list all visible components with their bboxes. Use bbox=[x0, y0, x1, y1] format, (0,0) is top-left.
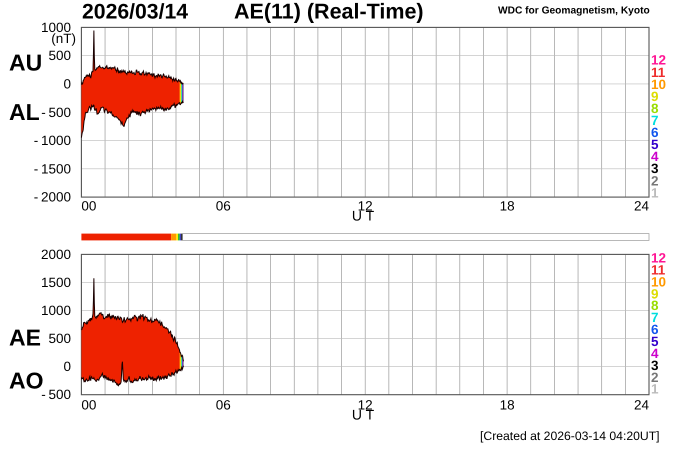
svg-text:- 2000: - 2000 bbox=[34, 190, 71, 205]
svg-text:- 1000: - 1000 bbox=[34, 133, 71, 148]
svg-text:18: 18 bbox=[500, 398, 515, 413]
svg-text:18: 18 bbox=[500, 199, 515, 214]
svg-text:(nT): (nT) bbox=[51, 31, 76, 46]
svg-text:24: 24 bbox=[634, 199, 650, 214]
svg-text:00: 00 bbox=[81, 398, 96, 413]
svg-text:500: 500 bbox=[48, 48, 71, 63]
svg-text:U T: U T bbox=[352, 407, 375, 423]
svg-text:- 500: - 500 bbox=[41, 105, 71, 120]
svg-text:1500: 1500 bbox=[41, 275, 71, 290]
svg-text:1: 1 bbox=[651, 382, 659, 397]
svg-text:06: 06 bbox=[216, 199, 231, 214]
svg-text:- 1500: - 1500 bbox=[34, 161, 71, 176]
svg-text:AE: AE bbox=[9, 325, 41, 351]
svg-text:- 500: - 500 bbox=[41, 387, 71, 402]
svg-text:AE(11) (Real-Time): AE(11) (Real-Time) bbox=[234, 0, 424, 24]
svg-text:U T: U T bbox=[352, 208, 375, 224]
svg-text:1000: 1000 bbox=[41, 303, 71, 318]
svg-text:AO: AO bbox=[9, 368, 44, 394]
svg-text:24: 24 bbox=[634, 398, 650, 413]
svg-text:1: 1 bbox=[651, 185, 659, 200]
svg-text:0: 0 bbox=[63, 77, 71, 92]
svg-text:WDC for Geomagnetism, Kyoto: WDC for Geomagnetism, Kyoto bbox=[498, 6, 650, 17]
svg-text:06: 06 bbox=[216, 398, 231, 413]
svg-text:[Created at 2026-03-14 04:20UT: [Created at 2026-03-14 04:20UT] bbox=[480, 429, 660, 443]
svg-text:2026/03/14: 2026/03/14 bbox=[82, 1, 188, 24]
svg-text:500: 500 bbox=[48, 331, 71, 346]
svg-text:0: 0 bbox=[63, 359, 71, 374]
svg-text:00: 00 bbox=[81, 199, 96, 214]
svg-text:AL: AL bbox=[9, 99, 40, 125]
svg-text:2000: 2000 bbox=[41, 247, 71, 262]
svg-text:AU: AU bbox=[9, 49, 42, 75]
